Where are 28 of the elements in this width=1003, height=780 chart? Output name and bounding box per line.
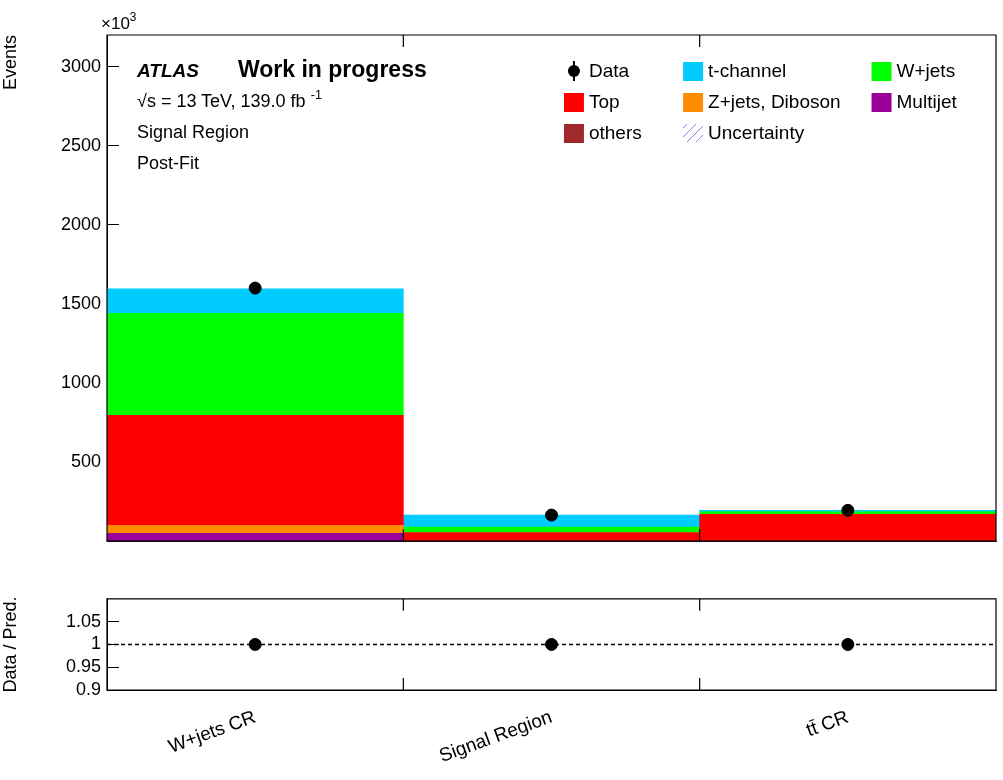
y-tick-label: 0.95 [65, 656, 101, 677]
legend-label: Multijet [896, 91, 958, 113]
y-axis-title: Events [0, 35, 20, 91]
x-tick-label: Signal Region [436, 705, 555, 766]
annotation: √s = 13 TeV, 139.0 fb -1 [137, 87, 323, 111]
annotation: Signal Region [137, 122, 250, 142]
legend-label: others [588, 122, 642, 144]
legend-label: Z+jets, Diboson [708, 91, 841, 113]
y-tick-label: 1.05 [65, 610, 101, 631]
y-tick-label: 1000 [60, 371, 101, 392]
y-tick-label: 2500 [60, 134, 101, 155]
x-tick-label: W+jets CR [165, 705, 259, 757]
y-tick-label: 2000 [60, 213, 101, 234]
y-tick-label: 3000 [60, 55, 101, 76]
annotation: Post-Fit [137, 153, 200, 173]
legend-label: Top [588, 91, 620, 113]
y-tick-label: 0.9 [75, 679, 101, 700]
annotation: Work in progress [238, 56, 427, 82]
x-tick-label: tt̄ CR [803, 705, 851, 741]
legend-label: Data [588, 60, 630, 82]
legend-label: W+jets [896, 60, 956, 82]
y-tick-label: 500 [70, 451, 101, 472]
annotation: ATLAS [136, 60, 200, 81]
y-tick-label: 1 [90, 633, 101, 654]
legend-label: t-channel [708, 60, 787, 82]
y-axis-title: Data / Pred. [0, 596, 20, 693]
y-tick-label: 1500 [60, 292, 101, 313]
legend-label: Uncertainty [708, 122, 805, 144]
